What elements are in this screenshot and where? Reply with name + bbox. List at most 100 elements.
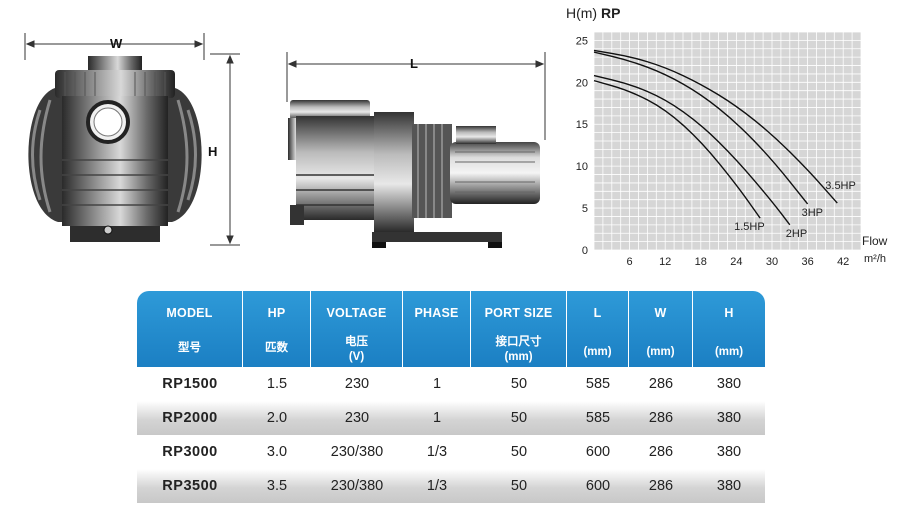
series-lines <box>593 49 838 226</box>
y-tick-label: 20 <box>576 77 588 89</box>
header-chinese-label: 接口尺寸 <box>495 336 542 348</box>
cell-w: 286 <box>648 410 674 426</box>
x-axis-ticks: 6 12 18 24 30 36 42 <box>627 256 850 268</box>
pump-side-view <box>288 100 540 248</box>
cell-h: 380 <box>716 478 742 494</box>
header-unit: (mm) <box>504 351 533 363</box>
cell-hp: 3.5 <box>266 478 288 494</box>
cell-h: 380 <box>716 444 742 460</box>
cell-model: RP3000 <box>162 444 218 460</box>
series-line-0 <box>593 79 761 219</box>
x-tick-label: 6 <box>627 256 633 268</box>
cell-model: RP1500 <box>162 376 218 392</box>
cell-phase: 1/3 <box>426 478 448 494</box>
header-cell: MODEL 型号 <box>137 291 243 367</box>
cell-voltage: 230/380 <box>330 478 384 494</box>
cell-w: 286 <box>648 444 674 460</box>
cell-w: 286 <box>648 478 674 494</box>
y-tick-label: 15 <box>576 119 588 131</box>
cell-port: 50 <box>510 410 528 426</box>
header-chinese-label: 匹数 <box>265 342 288 354</box>
cell-l: 600 <box>585 478 611 494</box>
cell-l: 600 <box>585 444 611 460</box>
header-cell: PHASE <box>403 291 471 367</box>
cell-h: 380 <box>716 376 742 392</box>
cell-hp: 2.0 <box>266 410 288 426</box>
series-label: 3.5HP <box>825 180 856 192</box>
header-chinese-label: 型号 <box>178 342 201 354</box>
series-label: 3HP <box>802 207 823 219</box>
cell-model: RP2000 <box>162 410 218 426</box>
header-label: PORT SIZE <box>484 306 553 320</box>
header-label: HP <box>267 306 286 320</box>
cell-port: 50 <box>510 444 528 460</box>
series-line-3 <box>593 49 838 204</box>
header-cell: PORT SIZE 接口尺寸 (mm) <box>471 291 567 367</box>
header-unit: (mm) <box>714 346 744 358</box>
cell-hp: 3.0 <box>266 444 288 460</box>
header-label: H <box>724 306 734 320</box>
cell-voltage: 230 <box>344 376 370 392</box>
header-label: W <box>654 306 667 320</box>
spec-table: MODEL 型号 HP 匹数 VOLTAGE 电压 (V) PHASE PORT SIZE 接口尺… <box>137 291 765 503</box>
cell-w: 286 <box>648 376 674 392</box>
header-cell: W (mm) <box>629 291 693 367</box>
cell-phase: 1 <box>432 410 442 426</box>
table-body: RP1500 1.5 230 1 50 585 286 380 RP2000 2.0 230 1 50 5… <box>137 367 765 503</box>
x-axis-unit: m²/h <box>864 253 886 265</box>
cell-port: 50 <box>510 376 528 392</box>
y-tick-label: 10 <box>576 161 588 173</box>
cell-model: RP3500 <box>162 478 218 494</box>
header-label: PHASE <box>414 306 459 320</box>
length-label: L <box>410 56 418 71</box>
header-label: MODEL <box>166 306 213 320</box>
cell-voltage: 230/380 <box>330 444 384 460</box>
cell-h: 380 <box>716 410 742 426</box>
pump-drawings: W H L <box>24 33 546 248</box>
series-label: 2HP <box>786 228 807 240</box>
header-cell: H (mm) <box>693 291 765 367</box>
header-label: VOLTAGE <box>326 306 387 320</box>
y-tick-label: 25 <box>576 35 588 47</box>
series-labels: 1.5HP 2HP 3HP 3.5HP <box>734 180 856 240</box>
header-cell: VOLTAGE 电压 (V) <box>311 291 403 367</box>
cell-phase: 1/3 <box>426 444 448 460</box>
y-axis-ticks: 0 5 10 15 20 25 <box>576 35 588 257</box>
header-chinese-label: 电压 <box>345 336 368 348</box>
header-unit: (V) <box>348 351 365 363</box>
table-row: RP2000 2.0 230 1 50 585 286 380 <box>137 401 765 435</box>
table-row: RP1500 1.5 230 1 50 585 286 380 <box>137 367 765 401</box>
header-cell: HP 匹数 <box>243 291 311 367</box>
x-tick-label: 12 <box>659 256 671 268</box>
table-row: RP3000 3.0 230/380 1/3 50 600 286 380 <box>137 435 765 469</box>
y-tick-label: 0 <box>582 245 588 257</box>
width-label: W <box>110 36 123 51</box>
header-unit: (mm) <box>583 346 612 358</box>
side-view-dimensions <box>286 52 546 140</box>
x-tick-label: 36 <box>801 256 813 268</box>
cell-hp: 1.5 <box>266 376 288 392</box>
cell-voltage: 230 <box>344 410 370 426</box>
header-label: L <box>593 306 602 320</box>
header-unit: (mm) <box>646 346 675 358</box>
cell-port: 50 <box>510 478 528 494</box>
cell-l: 585 <box>585 376 611 392</box>
cell-phase: 1 <box>432 376 442 392</box>
front-view-dimensions <box>24 33 240 246</box>
pump-front-view <box>28 56 202 242</box>
table-header: MODEL 型号 HP 匹数 VOLTAGE 电压 (V) PHASE PORT SIZE 接口尺… <box>137 291 765 367</box>
series-line-2 <box>593 51 809 205</box>
x-tick-label: 30 <box>766 256 778 268</box>
header-cell: L (mm) <box>567 291 629 367</box>
y-tick-label: 5 <box>582 203 588 215</box>
series-label: 1.5HP <box>734 221 765 233</box>
x-tick-label: 42 <box>837 256 849 268</box>
x-tick-label: 24 <box>730 256 742 268</box>
performance-curve-chart: H(m) RP 0 5 10 15 20 25 6 12 18 24 30 36 42 1.5HP 2H… <box>566 5 888 268</box>
height-label: H <box>208 144 217 159</box>
chart-title: H(m) RP <box>566 5 620 21</box>
series-line-1 <box>593 74 791 226</box>
table-row: RP3500 3.5 230/380 1/3 50 600 286 380 <box>137 469 765 503</box>
x-axis-label: Flow <box>862 234 888 248</box>
x-tick-label: 18 <box>695 256 707 268</box>
